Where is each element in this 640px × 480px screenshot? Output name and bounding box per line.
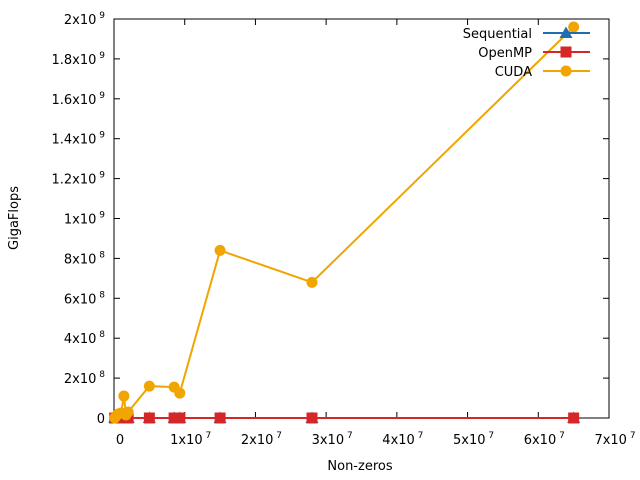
- y-tick-label: 8x10 8: [64, 250, 105, 267]
- x-tick-label: 3x10 7: [312, 431, 353, 448]
- legend-marker: [560, 46, 572, 58]
- openmp-point: [568, 412, 580, 424]
- legend-marker: [560, 65, 572, 77]
- y-tick-label: 6x10 8: [64, 290, 105, 307]
- y-tick-label: 4x10 8: [64, 330, 105, 347]
- y-tick-label: 1.6x10 9: [51, 91, 105, 108]
- cuda-point: [174, 387, 186, 399]
- x-tick-label: 5x10 7: [453, 431, 494, 448]
- x-tick-label: 7x10 7: [594, 431, 635, 448]
- openmp-point: [306, 412, 318, 424]
- legend-label: OpenMP: [478, 46, 532, 61]
- series-cuda: [109, 21, 580, 424]
- cuda-point: [143, 380, 155, 392]
- axes-layer: 0 2x10 8 4x10 8 6x10 8 8x10 8 1x10 9 1.2x10 9 1…: [51, 11, 635, 448]
- legend-item-cuda: CUDA: [495, 65, 590, 80]
- x-axis-label: Non-zeros: [327, 459, 392, 474]
- y-tick-label: 1x10 9: [64, 211, 105, 228]
- series-openmp: [109, 412, 580, 424]
- y-tick-label: 0: [97, 412, 105, 427]
- series-layer: [108, 21, 581, 424]
- y-tick-label: 1.2x10 9: [51, 171, 105, 188]
- cuda-point: [122, 406, 134, 418]
- plot-frame: [113, 18, 610, 419]
- openmp-point: [214, 412, 226, 424]
- x-tick-label: 6x10 7: [524, 431, 565, 448]
- y-tick-label: 2x10 8: [64, 370, 105, 387]
- openmp-point: [168, 412, 180, 424]
- cuda-line: [113, 26, 575, 419]
- x-tick-label: 1x10 7: [170, 431, 211, 448]
- cuda-point: [214, 244, 226, 256]
- cuda-point: [118, 390, 130, 402]
- legend: Sequential OpenMP CUDA: [463, 26, 590, 80]
- legend-marker: [559, 26, 573, 38]
- x-tick-label: 2x10 7: [241, 431, 282, 448]
- cuda-point: [306, 276, 318, 288]
- y-axis-label: GigaFlops: [7, 186, 22, 250]
- legend-item-openmp: OpenMP: [478, 46, 590, 61]
- y-tick-label: 2x10 9: [64, 11, 105, 28]
- openmp-point: [143, 412, 155, 424]
- cuda-point: [568, 21, 580, 33]
- x-tick-label: 0: [116, 433, 124, 448]
- openmp-point: [174, 412, 186, 424]
- legend-item-sequential: Sequential: [463, 26, 590, 42]
- legend-label: Sequential: [463, 27, 532, 42]
- legend-label: CUDA: [495, 65, 532, 80]
- y-tick-label: 1.8x10 9: [51, 51, 105, 68]
- y-tick-label: 1.4x10 9: [51, 131, 105, 148]
- x-tick-label: 4x10 7: [382, 431, 423, 448]
